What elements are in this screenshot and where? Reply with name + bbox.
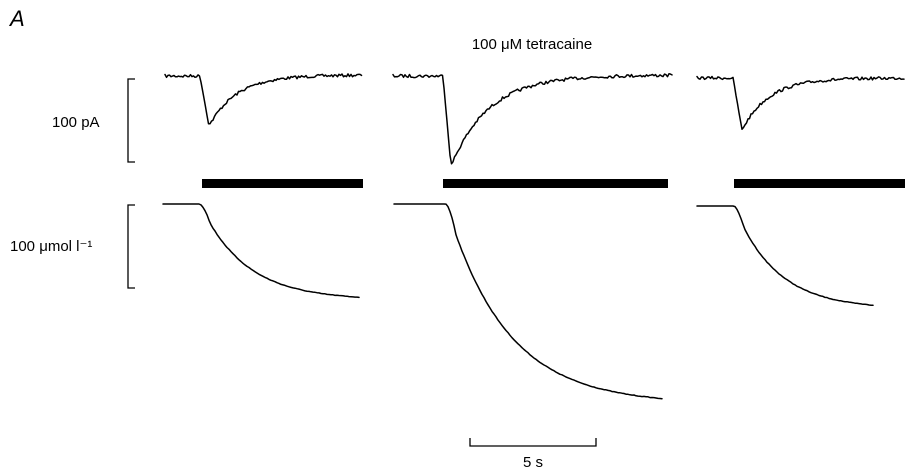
panel-letter: A [8,6,25,31]
current-trace-2 [392,72,673,165]
concentration-trace-2 [393,203,663,400]
concentration-trace-1 [162,203,360,299]
application-bar-1 [202,179,363,188]
current-scale-bar [127,78,135,163]
application-bar-2 [443,179,668,188]
application-bar-3 [734,179,905,188]
concentration-scale-label: 100 μmol l⁻¹ [10,238,92,255]
current-scale-label: 100 pA [52,114,100,131]
time-scale-bar [469,438,597,447]
concentration-trace-3 [696,205,874,307]
current-trace-1 [164,73,363,125]
concentration-scale-bar [127,204,135,289]
condition-label: 100 μM tetracaine [472,36,592,53]
time-scale-label: 5 s [523,454,543,471]
current-trace-3 [696,75,905,130]
